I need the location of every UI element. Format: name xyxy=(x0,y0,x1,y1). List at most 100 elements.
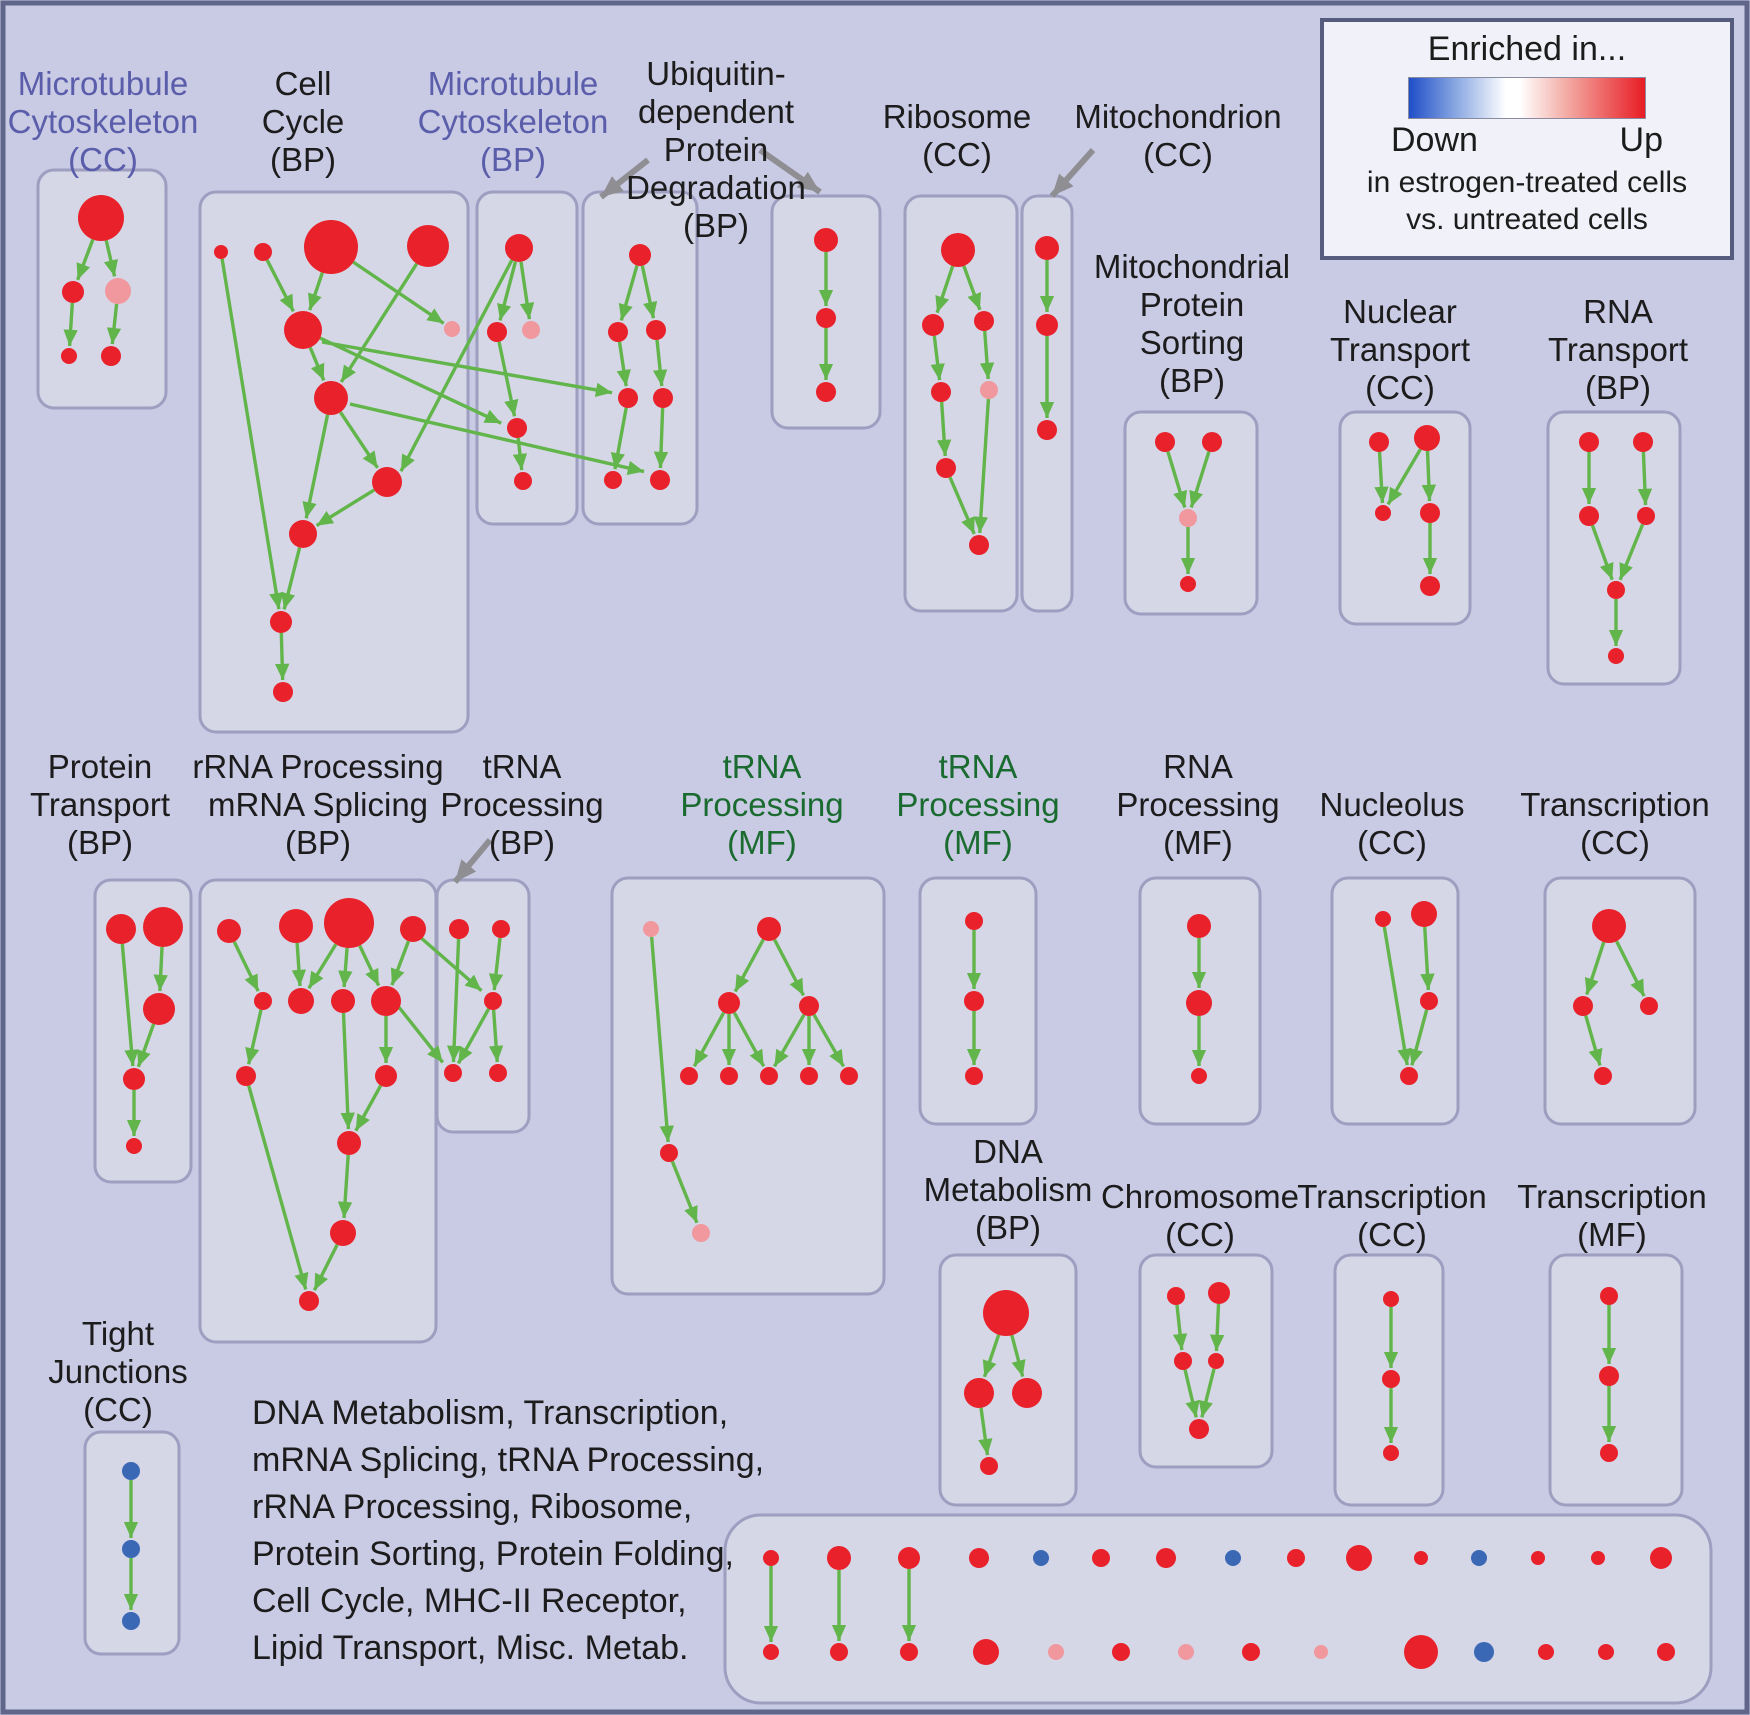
go-term-node xyxy=(680,1067,698,1085)
go-term-node xyxy=(653,388,673,408)
legend-title: Enriched in... xyxy=(1427,30,1627,68)
edge xyxy=(390,940,411,986)
go-term-node xyxy=(78,195,124,241)
edge xyxy=(106,303,122,345)
edge xyxy=(245,1009,263,1065)
legend-subtitle-line1: in estrogen-treated cells xyxy=(1366,166,1688,199)
go-term-node xyxy=(1189,1419,1209,1439)
edge xyxy=(220,258,284,610)
edge xyxy=(308,346,326,382)
edge xyxy=(488,937,504,991)
go-term-node xyxy=(101,346,121,366)
go-term-node xyxy=(1573,996,1593,1016)
go-term-node xyxy=(1383,1291,1399,1307)
edge xyxy=(930,335,945,381)
edge xyxy=(1010,1334,1026,1377)
cluster-box-microtubule-cytoskeleton-bp xyxy=(475,190,579,526)
go-term-node xyxy=(1592,909,1626,943)
go-term-node xyxy=(964,991,984,1011)
go-term-node xyxy=(62,281,84,303)
edge xyxy=(653,407,669,469)
go-term-node xyxy=(331,989,355,1013)
edge xyxy=(1189,451,1211,509)
merged-clusters-note: DNA Metabolism, Transcription, mRNA Spli… xyxy=(252,1390,764,1672)
go-term-node xyxy=(800,1067,818,1085)
edge xyxy=(497,261,518,321)
go-term-node xyxy=(646,320,666,340)
edge xyxy=(396,1004,445,1064)
go-term-node xyxy=(1037,420,1057,440)
edge xyxy=(1374,451,1389,504)
edge xyxy=(446,938,462,1063)
note-line: mRNA Splicing, tRNA Processing, xyxy=(252,1441,765,1479)
cluster-label-transcription-mf: Transcription (MF) xyxy=(1517,1178,1707,1253)
go-term-node xyxy=(840,1067,858,1085)
go-term-node xyxy=(604,471,622,489)
go-term-node xyxy=(289,520,317,548)
edge xyxy=(1584,941,1606,996)
edge xyxy=(1198,1368,1216,1418)
legend-up-label: Up xyxy=(1619,121,1663,159)
go-term-node xyxy=(1531,1551,1545,1565)
edge xyxy=(340,1012,355,1130)
edge xyxy=(338,947,353,988)
edge xyxy=(692,1011,726,1068)
go-term-node xyxy=(314,381,348,415)
edge xyxy=(274,632,290,681)
go-term-node xyxy=(1186,990,1212,1016)
go-term-node xyxy=(484,992,502,1010)
go-term-node xyxy=(969,1548,989,1568)
edge xyxy=(354,1084,383,1132)
go-term-node xyxy=(965,1067,983,1085)
go-term-node xyxy=(489,1064,507,1082)
legend-down-label: Down xyxy=(1391,121,1478,159)
cluster-box-cell-cycle-bp xyxy=(198,190,470,734)
cluster-box-rrna-processing-mrna-splicing-bp xyxy=(198,878,438,1344)
cluster-label-cell-cycle-bp: Cell Cycle (BP) xyxy=(262,65,345,178)
go-term-node xyxy=(941,233,975,267)
go-term-node xyxy=(1167,1287,1185,1305)
go-term-node xyxy=(400,916,426,942)
go-term-node xyxy=(1314,1645,1328,1659)
go-term-node xyxy=(487,322,507,342)
go-term-node xyxy=(827,1546,851,1570)
go-term-node xyxy=(816,308,836,328)
go-term-node xyxy=(1598,1644,1614,1660)
edge xyxy=(312,1243,339,1292)
edge xyxy=(979,330,995,380)
note-line: rRNA Processing, Ribosome, xyxy=(252,1488,693,1526)
go-term-node xyxy=(900,1643,918,1661)
go-term-node xyxy=(1650,1547,1672,1569)
go-term-node xyxy=(1036,314,1058,336)
go-term-node xyxy=(288,988,314,1014)
go-term-node xyxy=(1600,1287,1618,1305)
edge xyxy=(1209,1303,1225,1352)
go-term-node xyxy=(217,919,241,943)
cluster-box-trna-processing-mf-large xyxy=(610,876,886,1296)
go-term-node xyxy=(444,321,460,337)
go-term-node xyxy=(720,1067,738,1085)
go-term-node xyxy=(931,382,951,402)
go-term-node xyxy=(1208,1282,1230,1304)
edge xyxy=(337,1154,353,1219)
go-term-node xyxy=(1033,1550,1049,1566)
go-term-node xyxy=(122,1462,140,1480)
go-term-node xyxy=(122,1540,140,1558)
go-term-node xyxy=(830,1643,848,1661)
go-term-node xyxy=(980,381,998,399)
edge xyxy=(103,240,118,277)
edge xyxy=(1386,448,1422,506)
legend-subtitle-line2: vs. untreated cells xyxy=(1406,203,1648,236)
go-term-node xyxy=(505,234,533,262)
edge xyxy=(1183,1369,1200,1418)
edge xyxy=(973,398,991,534)
go-term-node xyxy=(1579,506,1599,526)
go-term-node xyxy=(1591,1551,1605,1565)
edge xyxy=(315,488,376,528)
go-term-node xyxy=(1608,648,1624,664)
go-term-node xyxy=(760,1067,778,1085)
go-term-node xyxy=(1382,1370,1400,1388)
note-line: Protein Sorting, Protein Folding, xyxy=(252,1535,734,1573)
